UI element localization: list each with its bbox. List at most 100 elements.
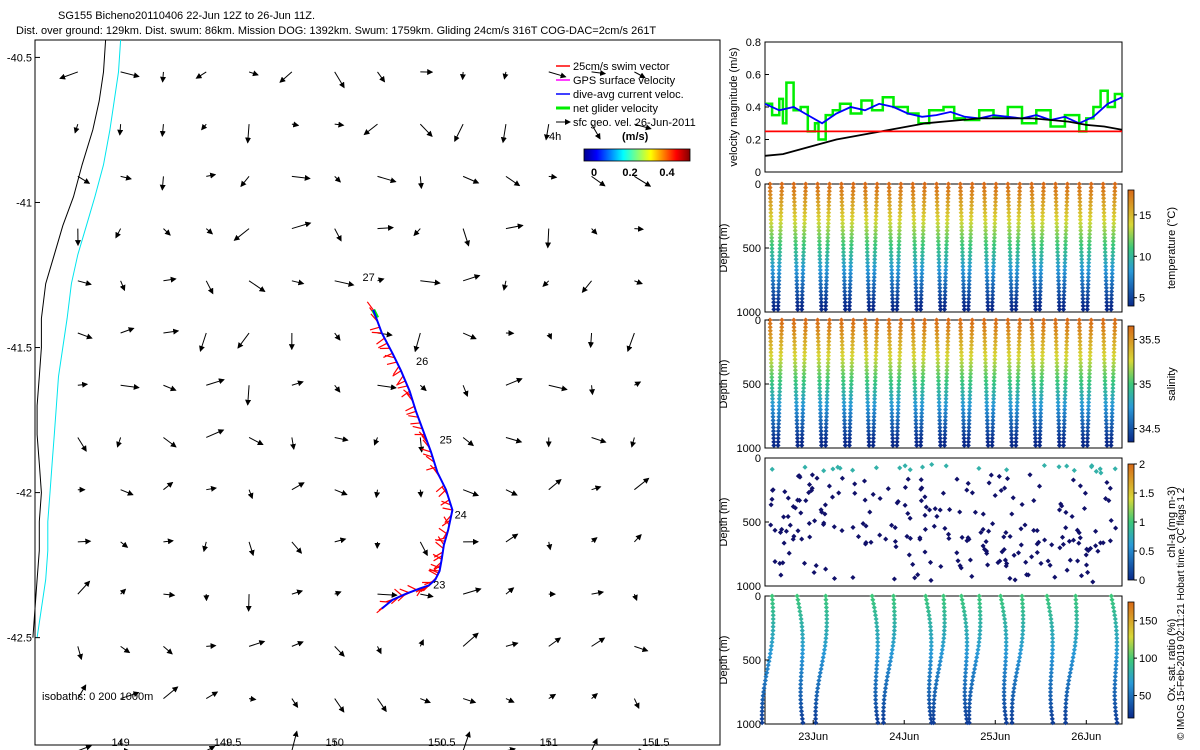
profile-sample [944, 220, 950, 226]
profile-sample [1078, 231, 1084, 237]
profile-sample [937, 417, 943, 423]
oxygen-sample [966, 720, 972, 726]
profile-sample [967, 260, 973, 266]
profile-sample [937, 442, 944, 448]
profile-sample [1110, 253, 1116, 259]
profile-sample [800, 403, 806, 409]
chla-sample [969, 573, 975, 579]
profile-sample [1087, 228, 1093, 234]
oxygen-sample [891, 608, 897, 614]
profile-sample [801, 242, 807, 248]
chla-sample [862, 497, 868, 503]
sfc-vel-arrow [73, 123, 80, 134]
profile-sample [1080, 299, 1086, 305]
profile-sample [777, 242, 783, 248]
profile-sample [990, 399, 997, 405]
swim-vector [422, 453, 433, 458]
profile-sample [918, 442, 924, 448]
sfc-vel-arrow [505, 697, 515, 703]
profile-sample [1006, 356, 1012, 362]
profile-sample [937, 435, 943, 441]
sfc-vel-arrow [120, 541, 129, 548]
oxygen-sample [1050, 635, 1056, 641]
oxygen-sample [891, 624, 898, 630]
profile-sample [1053, 192, 1059, 198]
profile-sample [823, 417, 829, 423]
profile-sample [1103, 399, 1109, 405]
profile-sample [816, 378, 823, 384]
profile-sample [1039, 245, 1045, 252]
oxygen-sample [1071, 651, 1077, 657]
oxygen-sample [874, 658, 880, 664]
profile-sample [1078, 374, 1084, 380]
oxygen-sample [1002, 624, 1009, 630]
profile-sample [1100, 181, 1106, 187]
profile-sample [841, 399, 847, 405]
profile-sample [770, 281, 776, 287]
profile-sample [1054, 235, 1060, 241]
profile-sample [912, 263, 918, 269]
profile-sample [1054, 224, 1060, 230]
oxygen-sample [942, 616, 948, 622]
profile-sample [840, 242, 846, 248]
oxygen-sample [882, 689, 888, 695]
profile-sample [991, 256, 997, 262]
profile-sample [1078, 224, 1084, 230]
profile-sample [1014, 403, 1020, 409]
oxygen-sample [1010, 693, 1016, 699]
profile-sample [1005, 328, 1011, 334]
profile-sample [1062, 403, 1068, 409]
oxygen-sample [928, 651, 934, 657]
sfc-vel-arrow [374, 489, 381, 499]
profile-sample [991, 235, 997, 241]
chla-sample [906, 552, 912, 558]
chla-sample [1057, 545, 1063, 551]
oxygen-sample [872, 612, 879, 618]
profile-sample [842, 428, 848, 434]
profile-sample [799, 424, 805, 431]
profile-sample [936, 399, 942, 405]
profile-sample [1101, 335, 1107, 341]
profile-sample [1032, 281, 1038, 287]
profile-sample [1054, 242, 1060, 248]
profile-sample [920, 360, 926, 366]
oxygen-sample [941, 604, 947, 611]
colorbar-tick-label: 50 [1139, 691, 1151, 703]
velocity-y-ticks: 00.20.40.60.8 [746, 37, 769, 179]
profile-sample [944, 356, 950, 362]
profile-sample [775, 288, 782, 295]
oxygen-sample [928, 654, 934, 660]
sfc-vel-arrow [587, 332, 594, 349]
profile-sample [1055, 256, 1061, 262]
profile-sample [888, 263, 895, 269]
profile-sample [825, 231, 831, 237]
velocity-y-tick-label: 0.8 [746, 37, 761, 49]
map-x-tick-label: 150 [326, 737, 344, 749]
profile-sample [842, 424, 848, 431]
oxygen-sample [823, 593, 829, 599]
profile-sample [802, 192, 808, 198]
profile-sample [1055, 267, 1061, 273]
profile-sample [887, 353, 893, 359]
sfc-vel-arrow [545, 228, 552, 249]
chla-sample [821, 468, 827, 474]
colorbar-tick-label: 35 [1139, 379, 1151, 391]
depth-colorbar [1127, 601, 1135, 719]
oxygen-sample [967, 697, 973, 703]
oxygen-sample [820, 654, 826, 660]
profile-sample [968, 371, 974, 377]
profile-sample [799, 306, 805, 312]
profile-sample [1030, 231, 1036, 237]
oxygen-sample [1046, 604, 1052, 611]
sfc-vel-arrow [420, 592, 434, 599]
swim-vector [392, 366, 400, 376]
oxygen-sample [966, 708, 972, 714]
profile-sample [769, 371, 775, 377]
profile-sample [1111, 213, 1117, 219]
sfc-vel-arrow [634, 71, 646, 79]
profile-sample [1077, 328, 1083, 334]
profile-sample [1005, 335, 1012, 341]
oxygen-sample [940, 593, 947, 599]
oxygen-sample [1063, 700, 1069, 707]
profile-sample [1110, 238, 1116, 244]
